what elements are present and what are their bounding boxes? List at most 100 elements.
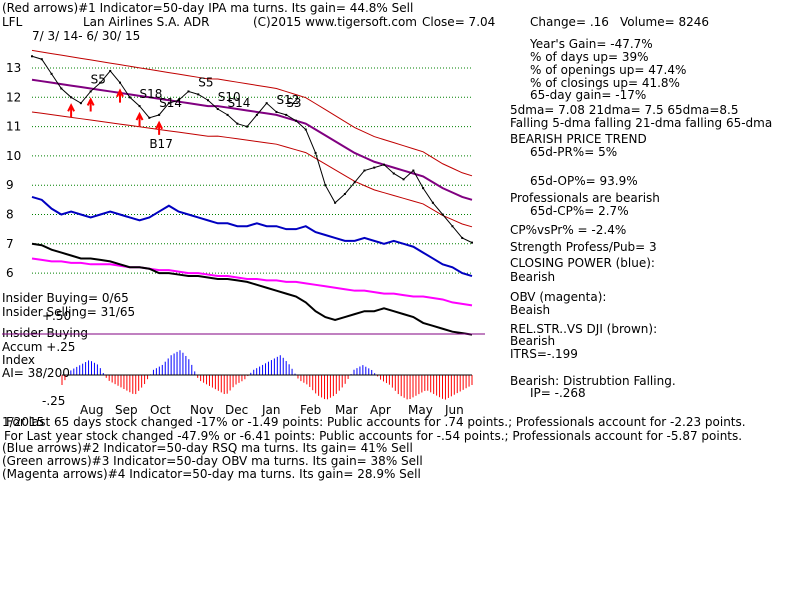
change-value: Change= .16 xyxy=(530,15,609,29)
price-point xyxy=(314,151,317,154)
price-line xyxy=(31,55,473,244)
close-value: Close= 7.04 xyxy=(422,15,495,29)
date-range: 7/ 3/ 14- 6/ 30/ 15 xyxy=(32,29,140,43)
x-tick-feb: Feb xyxy=(300,403,321,417)
stat-closing-power: CLOSING POWER (blue): xyxy=(510,256,655,270)
y-tick-8: 8 xyxy=(6,208,14,222)
copyright: (C)2015 www.tigersoft.com xyxy=(253,15,417,29)
price-point xyxy=(285,113,288,116)
price-point xyxy=(236,122,239,125)
stat-op65: 65d-OP%= 93.9% xyxy=(530,174,638,188)
price-point xyxy=(402,178,405,181)
stat-65-day-gain: 65-day gain= -17% xyxy=(530,88,646,102)
signal-s18: S18 xyxy=(140,87,163,101)
stat-cp65: 65d-CP%= 2.7% xyxy=(530,204,629,218)
price-point xyxy=(343,192,346,195)
price-point xyxy=(383,163,385,166)
price-point xyxy=(275,110,278,113)
stat-closings-up: % of closings up= 41.8% xyxy=(530,76,680,90)
price-point xyxy=(50,72,53,75)
price-point xyxy=(79,102,82,105)
signal-s3: S3 xyxy=(286,96,301,110)
x-tick-may: May xyxy=(408,403,433,417)
bottom-last65: For last 65 days stock changed -17% or -… xyxy=(6,415,746,429)
price-point xyxy=(412,169,415,172)
price-point xyxy=(373,166,376,169)
price-point xyxy=(255,113,258,116)
price-point xyxy=(334,201,337,204)
price-point xyxy=(167,102,170,105)
series-group xyxy=(31,49,473,336)
stat-obv-value: Beaish xyxy=(510,303,550,317)
red-arrow xyxy=(67,103,76,118)
price-point xyxy=(197,93,200,96)
x-tick-apr: Apr xyxy=(370,403,391,417)
obv-line xyxy=(31,257,473,307)
price-point xyxy=(451,225,454,228)
signal-b17: B17 xyxy=(149,137,173,151)
x-tick-oct: Oct xyxy=(150,403,171,417)
y-tick-9: 9 xyxy=(6,178,14,192)
gridlines xyxy=(32,67,472,274)
y-tick-6: 6 xyxy=(6,266,14,280)
red-arrow xyxy=(116,88,124,103)
red-arrow xyxy=(86,97,95,112)
x-tick-mar: Mar xyxy=(335,403,358,417)
price-point xyxy=(138,105,141,108)
price-point xyxy=(246,125,249,128)
signal-s5: S5 xyxy=(91,72,106,86)
price-point xyxy=(119,81,121,84)
bottom-green-arrows: (Green arrows)#3 Indicator=50-day OBV ma… xyxy=(2,454,423,468)
red-arrow xyxy=(135,111,144,127)
relstr-line xyxy=(31,242,473,336)
insider-selling-label: Insider Selling= 31/65 xyxy=(2,305,135,319)
stat-strength: Strength Profess/Pub= 3 xyxy=(510,240,657,254)
price-point xyxy=(148,116,151,119)
price-point xyxy=(177,99,180,102)
stat-pr65: 65d-PR%= 5% xyxy=(530,145,617,159)
price-point xyxy=(187,90,190,93)
indicator-line: (Red arrows)#1 Indicator=50-day IPA ma t… xyxy=(2,1,413,15)
signal-s10: S10 xyxy=(218,90,241,104)
signal-s12: S12 xyxy=(276,93,299,107)
y-tick-labels: 13 12 11 10 9 8 7 6 xyxy=(6,61,21,280)
price-point xyxy=(441,213,444,216)
insider-buying-label-2: Insider Buying xyxy=(2,326,88,340)
y-tick-11: 11 xyxy=(6,120,21,134)
price-point xyxy=(304,128,307,131)
price-point xyxy=(431,201,434,204)
price-point xyxy=(158,113,161,116)
red-arrow xyxy=(155,120,164,135)
price-point xyxy=(109,69,112,72)
upper-band xyxy=(31,49,473,177)
stat-cpvspr: CP%vsPr% = -2.4% xyxy=(510,223,626,237)
stats-panel: Year's Gain= -47.7% % of days up= 39% % … xyxy=(510,37,772,400)
index-label: Index xyxy=(2,353,35,367)
accum-label: Accum +.25 xyxy=(2,340,75,354)
price-point xyxy=(295,119,297,122)
company-name: Lan Airlines S.A. ADR xyxy=(83,15,210,29)
price-point xyxy=(461,236,464,239)
lower-band xyxy=(31,111,473,228)
x-tick-aug: Aug xyxy=(80,403,103,417)
price-point xyxy=(207,99,209,102)
stat-years-gain: Year's Gain= -47.7% xyxy=(529,37,653,51)
stat-ip: IP= -.268 xyxy=(530,386,586,400)
stat-days-up: % of days up= 39% xyxy=(530,50,649,64)
x-tick-nov: Nov xyxy=(190,403,213,417)
price-point xyxy=(324,184,327,187)
x-tick-jan: Jan xyxy=(261,403,281,417)
stat-bearish-trend: BEARISH PRICE TREND xyxy=(510,132,647,146)
stat-itrs: ITRS=-.199 xyxy=(510,347,578,361)
stat-falling: Falling 5-dma falling 21-dma falling 65-… xyxy=(510,116,772,130)
y-tick-10: 10 xyxy=(6,149,21,163)
y-tick-13: 13 xyxy=(6,61,21,75)
price-point xyxy=(128,96,131,99)
stat-distribution: Bearish: Distrubtion Falling. xyxy=(510,374,676,388)
insider-buying-label: Insider Buying= 0/65 xyxy=(2,291,129,305)
price-point xyxy=(31,55,33,58)
closing-power-line xyxy=(31,195,473,277)
x-tick-sep: Sep xyxy=(115,403,138,417)
